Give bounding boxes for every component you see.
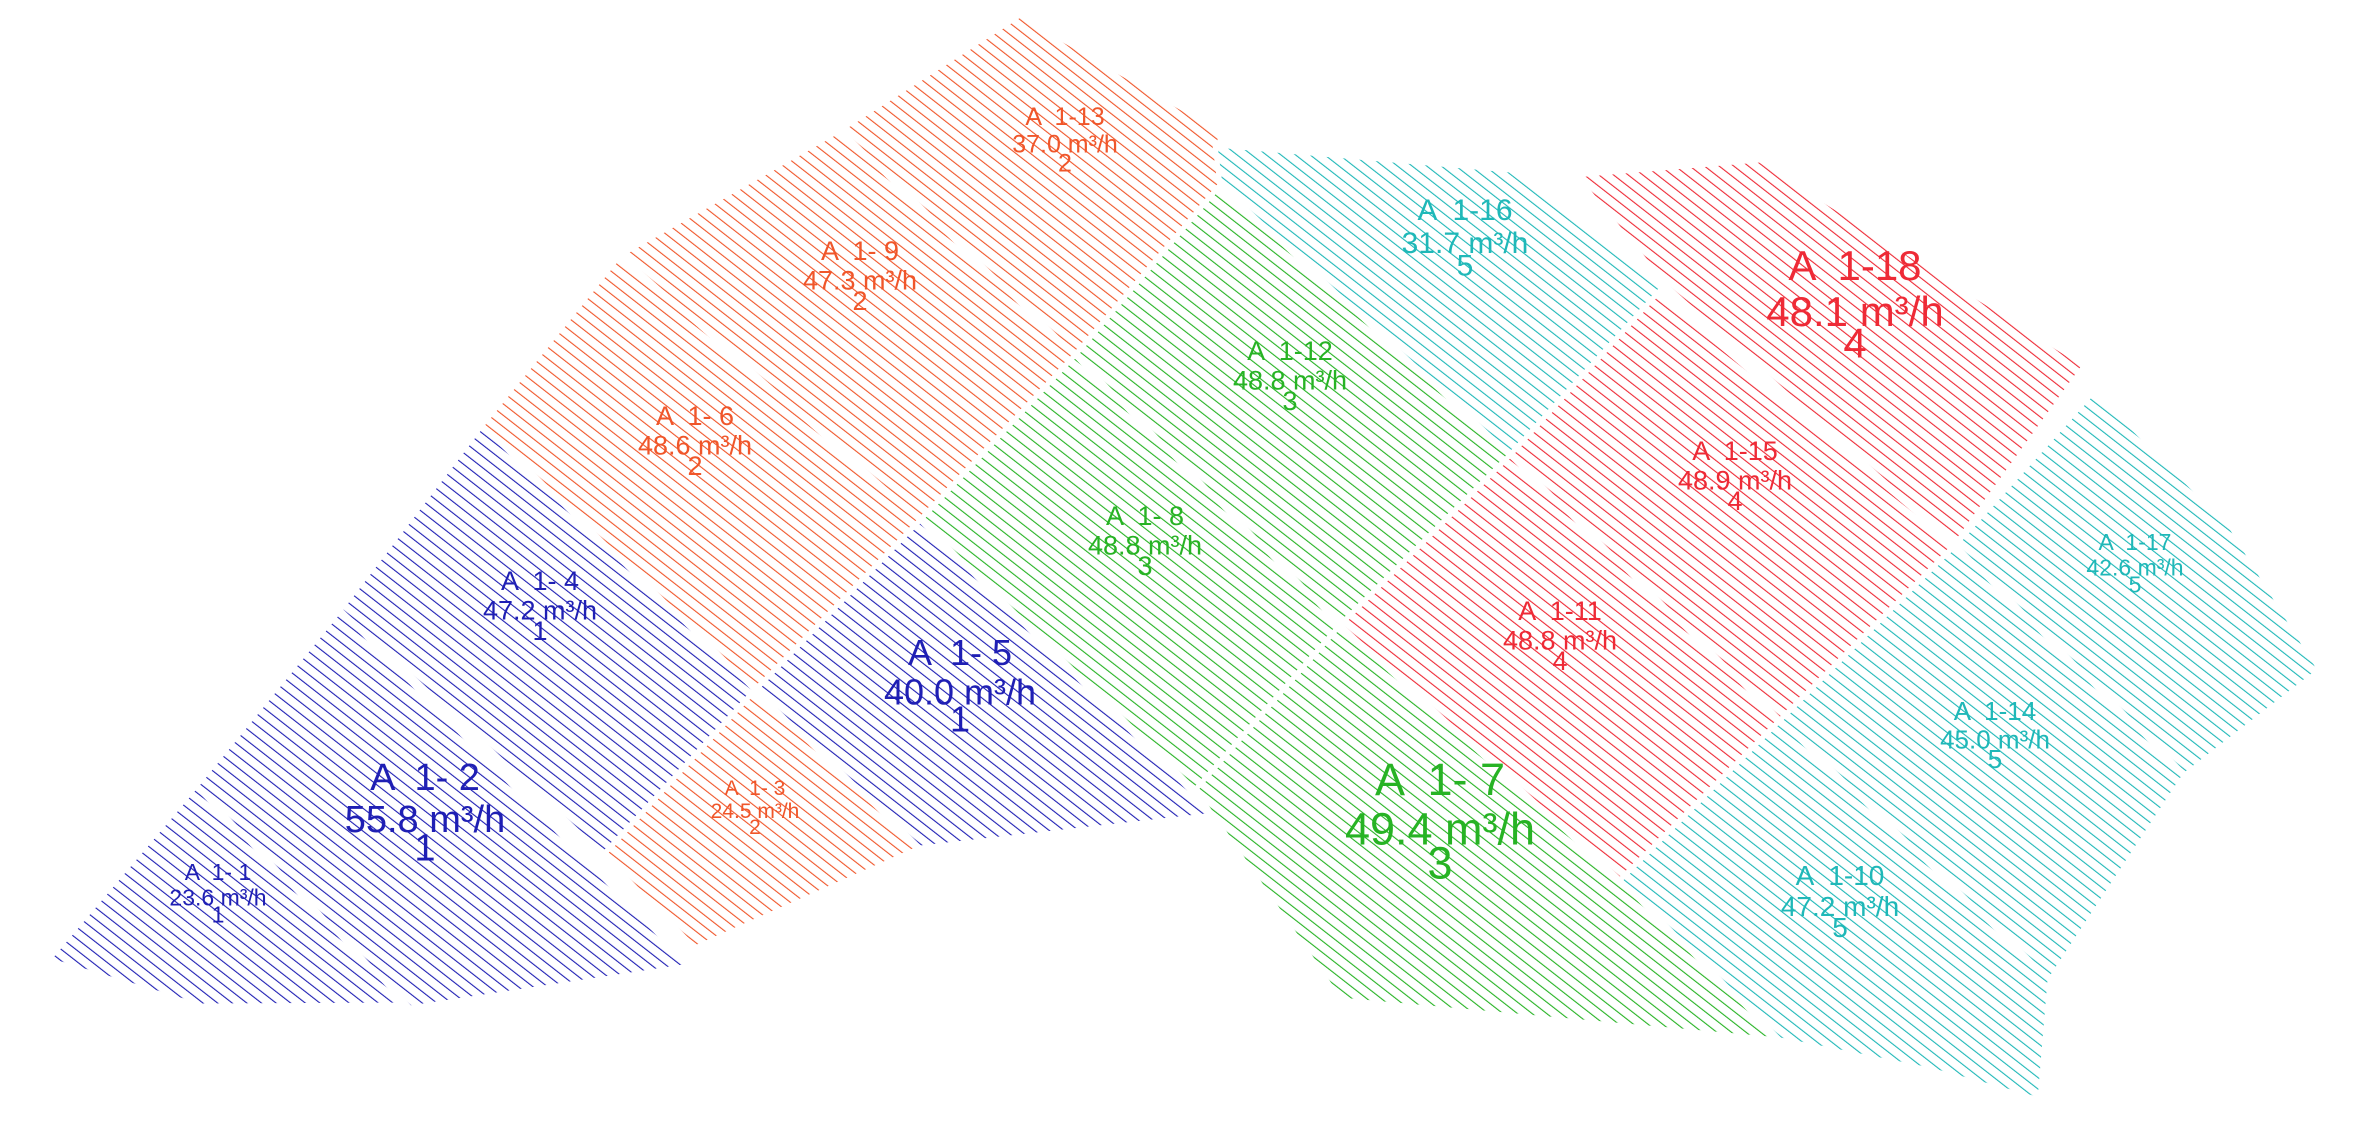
zone-group: 1 (950, 699, 970, 740)
zone-code: A 1-14 (1954, 696, 2036, 726)
zone-code: A 1-18 (1788, 242, 1921, 289)
zone-area (1212, 142, 1668, 458)
zone-group: 5 (1457, 250, 1474, 283)
zone-flow: 48.6 m³/h (638, 431, 752, 461)
zone-flow: 48.9 m³/h (1678, 466, 1792, 496)
zone-code: A 1- 5 (908, 632, 1012, 673)
zone-code: A 1- 3 (725, 777, 786, 800)
zone-label: A 1- 540.0 m³/h1 (884, 632, 1036, 740)
zone-group: 1 (532, 616, 547, 646)
zone-flow: 47.2 m³/h (1781, 891, 1899, 922)
labels-layer: A 1- 123.6 m³/h1A 1- 255.8 m³/h1A 1- 324… (169, 103, 2183, 943)
zone-label: A 1- 648.6 m³/h2 (638, 401, 752, 481)
zone-code: A 1-16 (1417, 194, 1512, 227)
zone-code: A 1-17 (2099, 529, 2172, 555)
zone-group: 2 (749, 816, 761, 839)
zone-group: 2 (1058, 149, 1072, 177)
zone-group: 3 (1137, 551, 1152, 581)
zone-flow: 47.2 m³/h (483, 596, 597, 626)
zone-label: A 1- 123.6 m³/h1 (169, 859, 266, 928)
zone-flow: 31.7 m³/h (1402, 227, 1529, 260)
zone-flow: 55.8 m³/h (345, 799, 506, 841)
zone-flow: 45.0 m³/h (1940, 725, 2050, 755)
zone-code: A 1- 2 (370, 757, 480, 799)
zone-flow: 24.5 m³/h (711, 800, 800, 823)
zone-label: A 1- 324.5 m³/h2 (711, 777, 800, 839)
zone-group: 5 (1832, 912, 1848, 943)
zone-code: A 1-10 (1796, 860, 1885, 891)
zone-group: 3 (1282, 386, 1297, 416)
zone-code: A 1- 8 (1106, 501, 1184, 531)
zone-group: 1 (212, 902, 225, 928)
zone-group: 4 (1727, 486, 1742, 516)
zone-code: A 1- 9 (821, 236, 899, 266)
zone-flow: 48.8 m³/h (1088, 531, 1202, 561)
zone-code: A 1-13 (1025, 103, 1104, 131)
zone-group: 4 (1552, 646, 1567, 676)
zone-group: 2 (852, 286, 867, 316)
zone-group: 5 (1988, 744, 2002, 774)
zone-code: A 1- 6 (656, 401, 734, 431)
zone-flow: 48.8 m³/h (1503, 626, 1617, 656)
zone-group: 1 (414, 827, 435, 869)
zone-group: 4 (1843, 320, 1866, 367)
zone-group: 3 (1427, 837, 1452, 888)
zone-group: 2 (687, 451, 702, 481)
zone-area (1572, 157, 2088, 548)
zone-flow: 48.1 m³/h (1766, 288, 1943, 335)
zone-flow: 42.6 m³/h (2086, 554, 2183, 580)
zone-area (193, 607, 693, 1011)
zone-group: 5 (2129, 572, 2142, 598)
zone-label: A 1- 749.4 m³/h3 (1345, 754, 1535, 888)
zone-label: A 1- 255.8 m³/h1 (345, 757, 506, 869)
zone-area (1952, 387, 2323, 778)
zone-flow: 40.0 m³/h (884, 672, 1036, 713)
zone-code: A 1- 4 (501, 566, 579, 596)
zone-label: A 1- 447.2 m³/h1 (483, 566, 597, 646)
zone-code: A 1-11 (1518, 596, 1602, 626)
zones-layer (45, 12, 2323, 1103)
zone-flow: 48.8 m³/h (1233, 366, 1347, 396)
zone-flow: 37.0 m³/h (1012, 131, 1118, 159)
zone-code: A 1- 7 (1375, 754, 1505, 805)
zone-label: A 1- 848.8 m³/h3 (1088, 501, 1202, 581)
zone-flow: 47.3 m³/h (803, 266, 917, 296)
zone-label: A 1- 947.3 m³/h2 (803, 236, 917, 316)
zone-code: A 1- 1 (185, 859, 251, 885)
zone-flow: 23.6 m³/h (169, 884, 266, 910)
zone-code: A 1-12 (1247, 336, 1333, 366)
zone-code: A 1-15 (1692, 436, 1778, 466)
zone-flow: 49.4 m³/h (1345, 804, 1535, 855)
